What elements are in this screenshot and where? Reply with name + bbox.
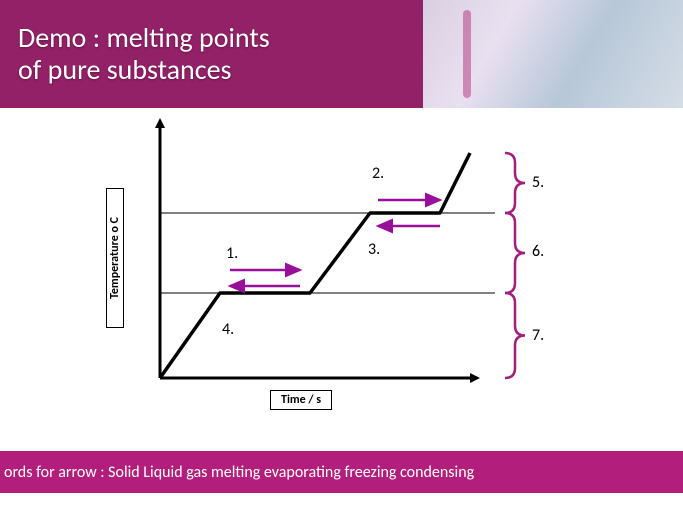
title-line-2: of pure substances	[18, 52, 231, 87]
heating-curve-chart: Temperature o C Time / s 1. 2. 3. 4. 5. 6. 7.	[100, 118, 620, 418]
slide-header: Demo : melting points of pure substances	[0, 0, 683, 108]
footer-text: ords for arrow : Solid Liquid gas meltin…	[4, 463, 474, 482]
chart-label-2: 2.	[372, 164, 384, 183]
chart-label-6: 6.	[532, 242, 544, 261]
footer-bar: ords for arrow : Solid Liquid gas meltin…	[0, 451, 683, 493]
chart-label-1: 1.	[226, 244, 238, 263]
header-photo	[423, 0, 683, 108]
chart-label-5: 5.	[532, 173, 544, 192]
x-axis-label: Time / s	[270, 390, 332, 410]
chart-label-4: 4.	[222, 320, 234, 339]
title-line-1: Demo : melting points	[18, 20, 270, 55]
chart-label-3: 3.	[368, 240, 380, 259]
slide-title: Demo : melting points of pure substances	[0, 22, 270, 86]
y-axis-label: Temperature o C	[106, 188, 124, 328]
chart-label-7: 7.	[532, 326, 544, 345]
chart-svg	[100, 118, 620, 418]
